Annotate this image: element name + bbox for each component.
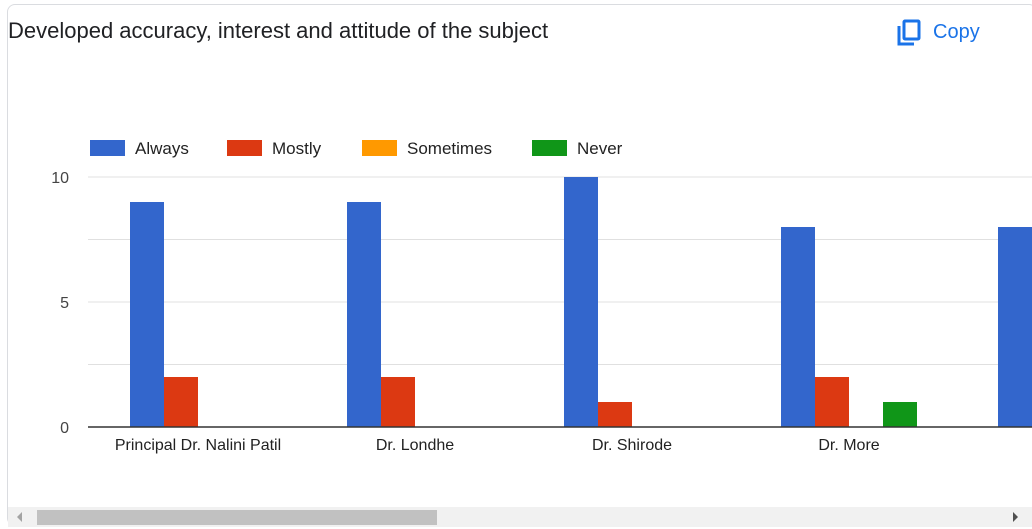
legend-swatch-never [532,140,567,156]
horizontal-scrollbar[interactable] [8,507,1032,527]
x-tick-label: Dr. Londhe [376,437,454,454]
legend-label-sometimes: Sometimes [407,139,492,158]
bar-mostly-0[interactable] [164,377,198,427]
chart-card [7,4,1032,526]
scrollbar-thumb[interactable] [37,510,437,525]
copy-button[interactable]: Copy [893,12,1013,52]
bar-always-0[interactable] [130,202,164,427]
legend-label-always: Always [135,139,189,158]
bar-always-2[interactable] [564,177,598,427]
x-tick-label: Dr. Shirode [592,437,672,454]
legend-label-never: Never [577,139,623,158]
bar-mostly-3[interactable] [815,377,849,427]
bar-always-1[interactable] [347,202,381,427]
copy-icon [897,19,921,46]
arrow-right-icon[interactable] [1013,512,1018,522]
bar-always-4[interactable] [998,227,1032,427]
legend-swatch-always [90,140,125,156]
legend-swatch-sometimes [362,140,397,156]
bar-never-3[interactable] [883,402,917,427]
bar-mostly-1[interactable] [381,377,415,427]
chart-title: Developed accuracy, interest and attitud… [8,18,549,43]
y-tick-label: 0 [60,420,69,437]
copy-button-label: Copy [933,20,980,43]
x-tick-label: Dr. More [818,437,879,454]
bar-mostly-2[interactable] [598,402,632,427]
legend-label-mostly: Mostly [272,139,322,158]
bar-chart: 0 5 10 Principal Dr. Nalini Patil Dr. Londhe… [51,139,1032,454]
legend-swatch-mostly [227,140,262,156]
x-tick-label: Principal Dr. Nalini Patil [115,437,281,454]
arrow-left-icon[interactable] [17,512,22,522]
bar-always-3[interactable] [781,227,815,427]
y-tick-label: 10 [51,170,69,187]
y-tick-label: 5 [60,295,69,312]
